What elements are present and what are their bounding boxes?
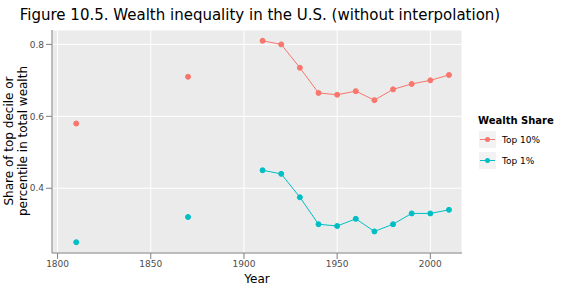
svg-text:0.4: 0.4 — [30, 183, 45, 193]
svg-text:1950: 1950 — [326, 259, 349, 269]
svg-text:1800: 1800 — [46, 259, 69, 269]
svg-text:1850: 1850 — [139, 259, 162, 269]
svg-text:0.8: 0.8 — [30, 40, 45, 50]
svg-text:Year: Year — [243, 272, 269, 286]
svg-text:2000: 2000 — [419, 259, 442, 269]
html-text:Top 10%: Top 10% — [502, 134, 541, 145]
svg-text:0.6: 0.6 — [30, 112, 45, 122]
svg-text:Share of top decile orpercenti: Share of top decile orpercentile in tota… — [8, 66, 30, 216]
html-text:Wealth Share: Wealth Share — [478, 115, 554, 126]
svg-text:1900: 1900 — [233, 259, 256, 269]
html-text:Figure 10.5. Wealth inequality: Figure 10.5. Wealth inequality in the U.… — [19, 6, 501, 24]
html-text:Top 1%: Top 1% — [502, 155, 535, 166]
